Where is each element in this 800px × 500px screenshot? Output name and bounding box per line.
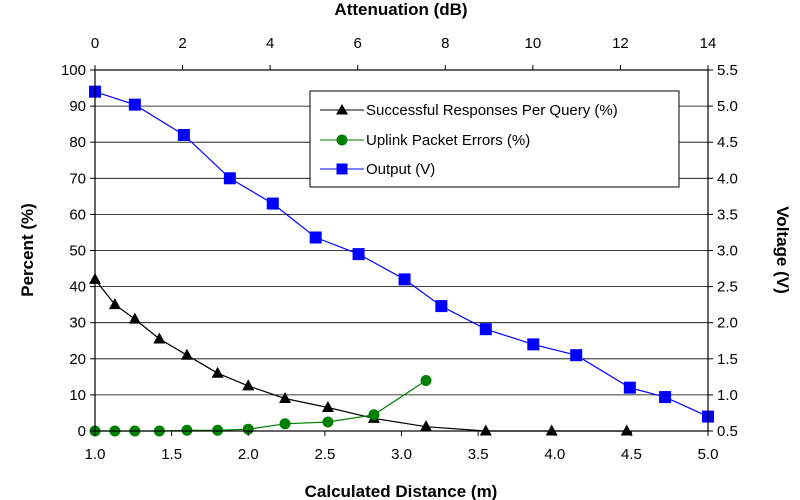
x-bottom-tick-label: 2.5 — [314, 446, 335, 463]
y-left-tick-label: 100 — [61, 62, 86, 79]
y-right-tick-label: 2.0 — [717, 315, 738, 332]
successful-responses-point — [180, 348, 193, 360]
output-voltage-point — [128, 98, 141, 111]
successful-responses-point — [420, 420, 433, 432]
y-left-tick-label: 70 — [69, 170, 86, 187]
y-left-axis-title: Percent (%) — [18, 203, 37, 297]
output-voltage-point — [570, 349, 583, 362]
uplink-packet-errors-point — [368, 409, 380, 421]
y-left-tick-label: 20 — [69, 351, 86, 368]
y-right-tick-label: 1.5 — [717, 351, 738, 368]
x-top-tick-label: 12 — [612, 35, 629, 52]
successful-responses-point — [279, 392, 292, 404]
x-bottom-tick-label: 4.0 — [544, 446, 565, 463]
x-top-tick-label: 4 — [266, 35, 274, 52]
axis-ticks: 01020304050607080901000.51.01.52.02.53.0… — [61, 35, 738, 463]
x-top-tick-label: 6 — [354, 35, 362, 52]
x-bottom-tick-label: 1.5 — [161, 446, 182, 463]
uplink-packet-errors-point — [420, 374, 432, 386]
x-top-axis-title: Attenuation (dB) — [334, 0, 467, 19]
series-markers — [89, 85, 714, 437]
successful-responses-point — [108, 298, 121, 310]
output-voltage-point — [435, 300, 448, 313]
uplink-packet-errors-point — [322, 416, 334, 428]
x-top-tick-label: 14 — [700, 35, 717, 52]
output-voltage-point — [266, 197, 279, 210]
x-bottom-tick-label: 3.0 — [391, 446, 412, 463]
output-voltage-point — [479, 323, 492, 336]
y-right-tick-label: 5.0 — [717, 98, 738, 115]
y-right-axis-title: Voltage (V) — [773, 206, 792, 294]
x-bottom-tick-label: 1.0 — [85, 446, 106, 463]
output-voltage-point — [177, 128, 190, 141]
x-top-tick-label: 0 — [91, 35, 99, 52]
output-voltage-point — [527, 338, 540, 351]
uplink-packet-errors-point — [212, 424, 224, 436]
legend-label-output: Output (V) — [366, 161, 435, 178]
uplink-packet-errors-point — [242, 423, 254, 435]
x-top-tick-label: 2 — [178, 35, 186, 52]
legend-box — [309, 90, 680, 188]
successful-responses-point — [153, 332, 166, 344]
uplink-packet-errors-point — [279, 418, 291, 430]
y-left-tick-label: 90 — [69, 98, 86, 115]
successful-responses-point — [128, 312, 141, 324]
legend-label-uplink: Uplink Packet Errors (%) — [366, 132, 530, 149]
y-left-tick-label: 30 — [69, 315, 86, 332]
y-right-tick-label: 4.0 — [717, 170, 738, 187]
y-right-tick-label: 4.5 — [717, 134, 738, 151]
output-voltage-point — [352, 248, 365, 261]
x-bottom-tick-label: 3.5 — [468, 446, 489, 463]
y-right-tick-label: 3.0 — [717, 243, 738, 260]
y-right-tick-label: 0.5 — [717, 423, 738, 440]
output-voltage-point — [623, 381, 636, 394]
output-voltage-point — [398, 273, 411, 286]
successful-responses-point — [242, 379, 255, 391]
successful-responses-point — [321, 401, 334, 413]
y-right-tick-label: 5.5 — [717, 62, 738, 79]
x-top-tick-label: 8 — [441, 35, 449, 52]
legend-marker-square — [336, 163, 348, 175]
uplink-packet-errors-point — [181, 424, 193, 436]
y-left-tick-label: 50 — [69, 243, 86, 260]
y-left-tick-label: 40 — [69, 279, 86, 296]
y-right-tick-label: 2.5 — [717, 279, 738, 296]
x-bottom-tick-label: 2.0 — [238, 446, 259, 463]
output-voltage-point — [223, 172, 236, 185]
successful-responses-point — [479, 424, 492, 436]
output-voltage-point — [309, 231, 322, 244]
y-right-tick-label: 3.5 — [717, 206, 738, 223]
successful-responses-point — [620, 424, 633, 436]
y-left-tick-label: 0 — [78, 423, 86, 440]
y-left-tick-label: 60 — [69, 206, 86, 223]
x-top-tick-label: 10 — [525, 35, 542, 52]
y-right-tick-label: 1.0 — [717, 387, 738, 404]
x-bottom-tick-label: 5.0 — [698, 446, 719, 463]
y-left-tick-label: 10 — [69, 387, 86, 404]
legend-marker-triangle — [336, 104, 348, 115]
x-bottom-axis-title: Calculated Distance (m) — [305, 482, 498, 500]
output-voltage-point — [659, 391, 672, 404]
y-left-tick-label: 80 — [69, 134, 86, 151]
x-bottom-tick-label: 4.5 — [621, 446, 642, 463]
legend-marker-circle — [336, 134, 348, 146]
legend: Successful Responses Per Query (%) Uplin… — [309, 90, 680, 188]
legend-label-successful: Successful Responses Per Query (%) — [366, 102, 618, 119]
successful-responses-point — [211, 366, 224, 378]
